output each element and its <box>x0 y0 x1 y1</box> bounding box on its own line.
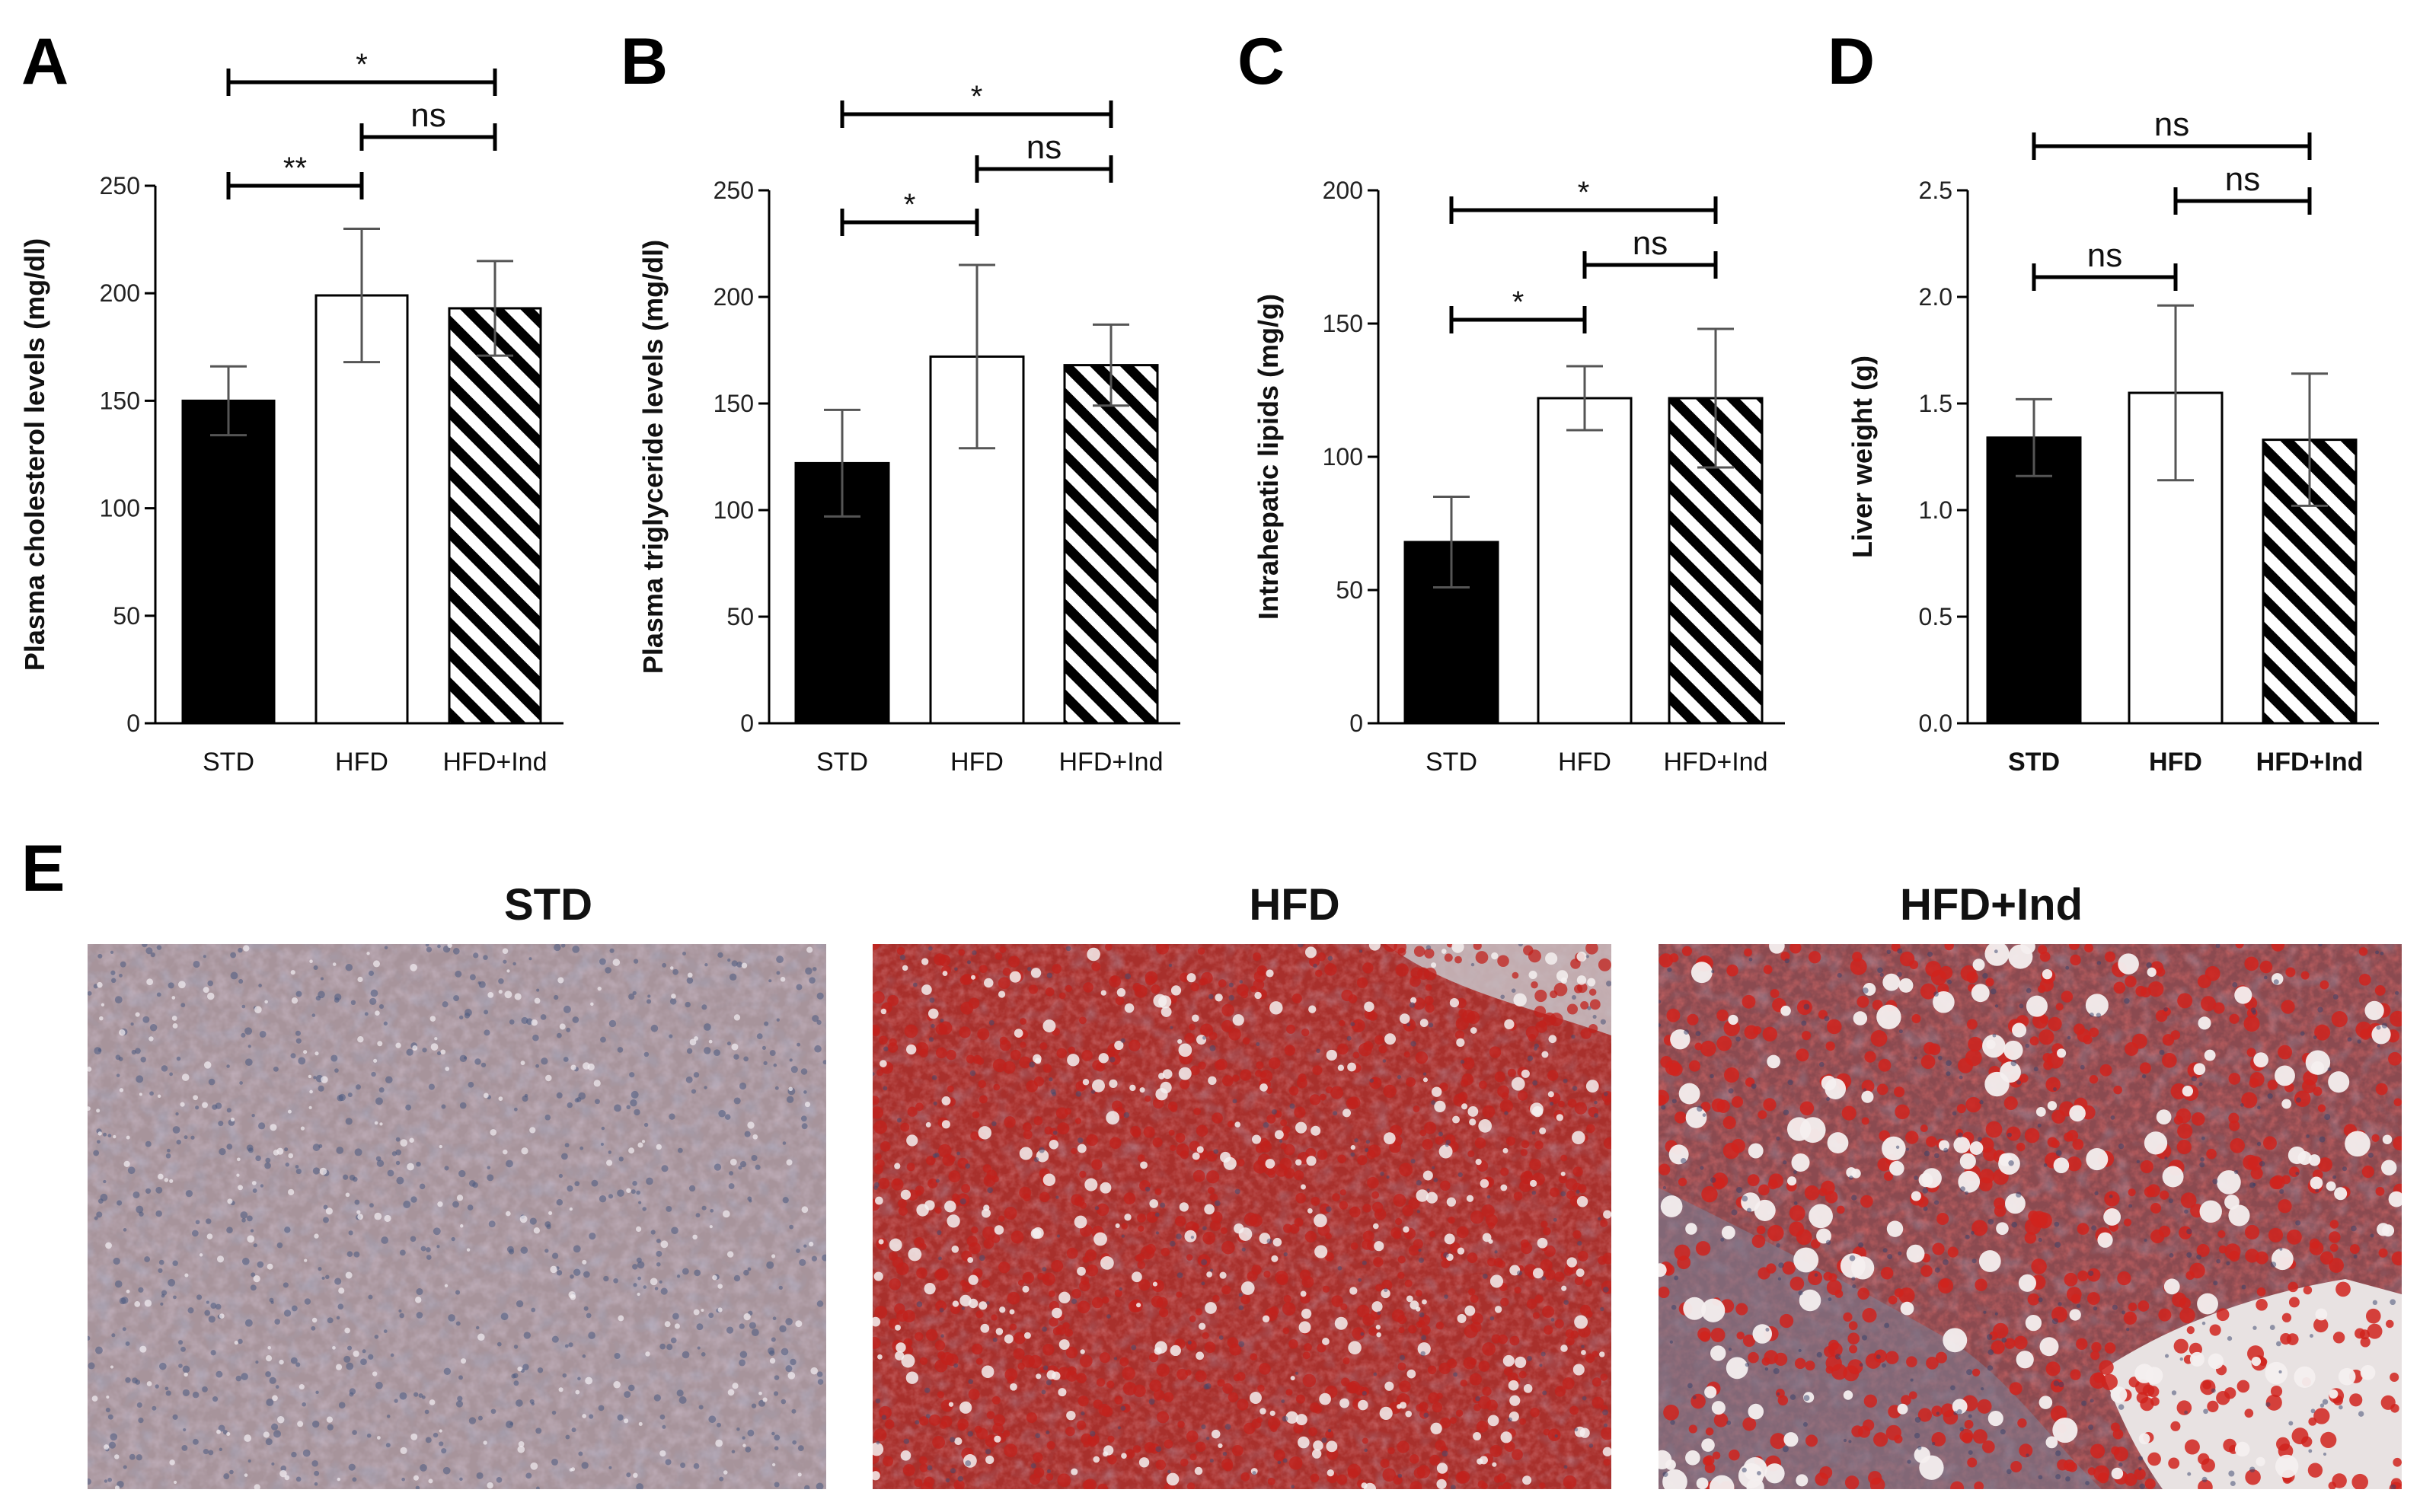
bar-std <box>181 399 276 725</box>
y-tick-label: 0 <box>126 710 140 737</box>
x-tick-label: STD <box>1426 748 1477 777</box>
significance-label: ns <box>410 97 445 134</box>
histology-title-hfd-ind: HFD+Ind <box>1900 880 2083 930</box>
x-tick-label: HFD+Ind <box>443 748 548 777</box>
histology-image-std <box>88 944 826 1489</box>
chart-panel-C: C 0 50 100 150 200 Intrahepatic lipids (mg/g) S… <box>1237 25 1785 777</box>
panel-letter-A: A <box>21 25 69 98</box>
x-tick-label: STD <box>2008 748 2060 777</box>
significance-label: * <box>1578 176 1590 209</box>
y-axis-label: Plasma cholesterol levels (mg/dl) <box>19 238 50 671</box>
y-tick-label: 2.5 <box>1919 177 1952 204</box>
y-tick-label: 50 <box>726 603 754 630</box>
y-tick-label: 150 <box>1323 310 1363 337</box>
significance-label: * <box>356 48 368 81</box>
significance-label: * <box>1512 285 1524 319</box>
significance-label: * <box>971 80 983 113</box>
chart-panel-B: B 0 50 100 150 200 250 Plasma triglyceride leve… <box>621 25 1180 777</box>
y-axis-label: Intrahepatic lipids (mg/g) <box>1253 294 1284 620</box>
x-tick-label: HFD <box>2149 748 2202 777</box>
bar-hfd <box>1537 397 1633 725</box>
y-tick-label: 100 <box>714 496 754 524</box>
histology-image-hfd <box>873 944 1611 1489</box>
x-tick-label: HFD <box>335 748 388 777</box>
y-axis-label: Liver weight (g) <box>1847 356 1878 558</box>
y-tick-label: 0 <box>740 710 754 737</box>
significance-label: ns <box>2225 161 2260 198</box>
significance-label: * <box>904 188 916 222</box>
y-tick-label: 200 <box>100 279 140 307</box>
significance-label: ns <box>2087 237 2122 274</box>
y-tick-label: 100 <box>100 495 140 522</box>
y-tick-label: 0.5 <box>1919 603 1952 630</box>
y-tick-label: 0 <box>1349 710 1363 737</box>
y-tick-label: 1.5 <box>1919 390 1952 417</box>
y-tick-label: 100 <box>1323 443 1363 471</box>
y-tick-label: 150 <box>100 387 140 414</box>
significance-label: ns <box>1633 225 1668 262</box>
chart-panel-A: A 0 50 100 150 200 250 Plasma cholesterol level… <box>19 25 563 777</box>
x-tick-label: HFD+Ind <box>1059 748 1164 777</box>
histology-image-hfd-ind <box>1659 944 2402 1489</box>
x-tick-label: HFD <box>1558 748 1611 777</box>
histology-title-hfd: HFD <box>1249 880 1339 930</box>
x-tick-label: HFD+Ind <box>2256 748 2364 777</box>
bar-hfd-ind <box>448 307 542 725</box>
y-tick-label: 250 <box>100 172 140 199</box>
panel-letter-D: D <box>1828 25 1875 98</box>
bar-std <box>1986 436 2082 725</box>
bar-hfd-ind <box>1063 364 1159 725</box>
x-tick-label: HFD+Ind <box>1664 748 1768 777</box>
y-tick-label: 2.0 <box>1919 283 1952 311</box>
significance-label: ns <box>2154 106 2189 143</box>
y-tick-label: 150 <box>714 390 754 417</box>
significance-label: ns <box>1026 129 1062 166</box>
y-tick-label: 50 <box>113 602 140 630</box>
y-axis-label: Plasma triglyceride levels (mg/dl) <box>637 240 669 674</box>
y-tick-label: 1.0 <box>1919 496 1952 524</box>
panel-letter-B: B <box>621 25 668 98</box>
panel-letter-E: E <box>21 832 65 905</box>
histology-title-std: STD <box>504 880 592 930</box>
chart-panel-D: D 0.0 0.5 1.0 1.5 2.0 2.5 Liver weight (g) STD HF… <box>1828 25 2379 777</box>
y-tick-label: 0.0 <box>1919 710 1952 737</box>
significance-label: ** <box>283 152 307 185</box>
panel-letter-C: C <box>1237 25 1285 98</box>
y-tick-label: 200 <box>1323 177 1363 204</box>
y-tick-label: 250 <box>714 177 754 204</box>
x-tick-label: STD <box>816 748 868 777</box>
bar-charts: A 0 50 100 150 200 250 Plasma cholesterol level… <box>19 25 2379 777</box>
bar-hfd <box>314 294 409 725</box>
x-tick-label: HFD <box>950 748 1004 777</box>
x-tick-label: STD <box>203 748 254 777</box>
y-tick-label: 200 <box>714 283 754 311</box>
y-tick-label: 50 <box>1336 576 1363 604</box>
